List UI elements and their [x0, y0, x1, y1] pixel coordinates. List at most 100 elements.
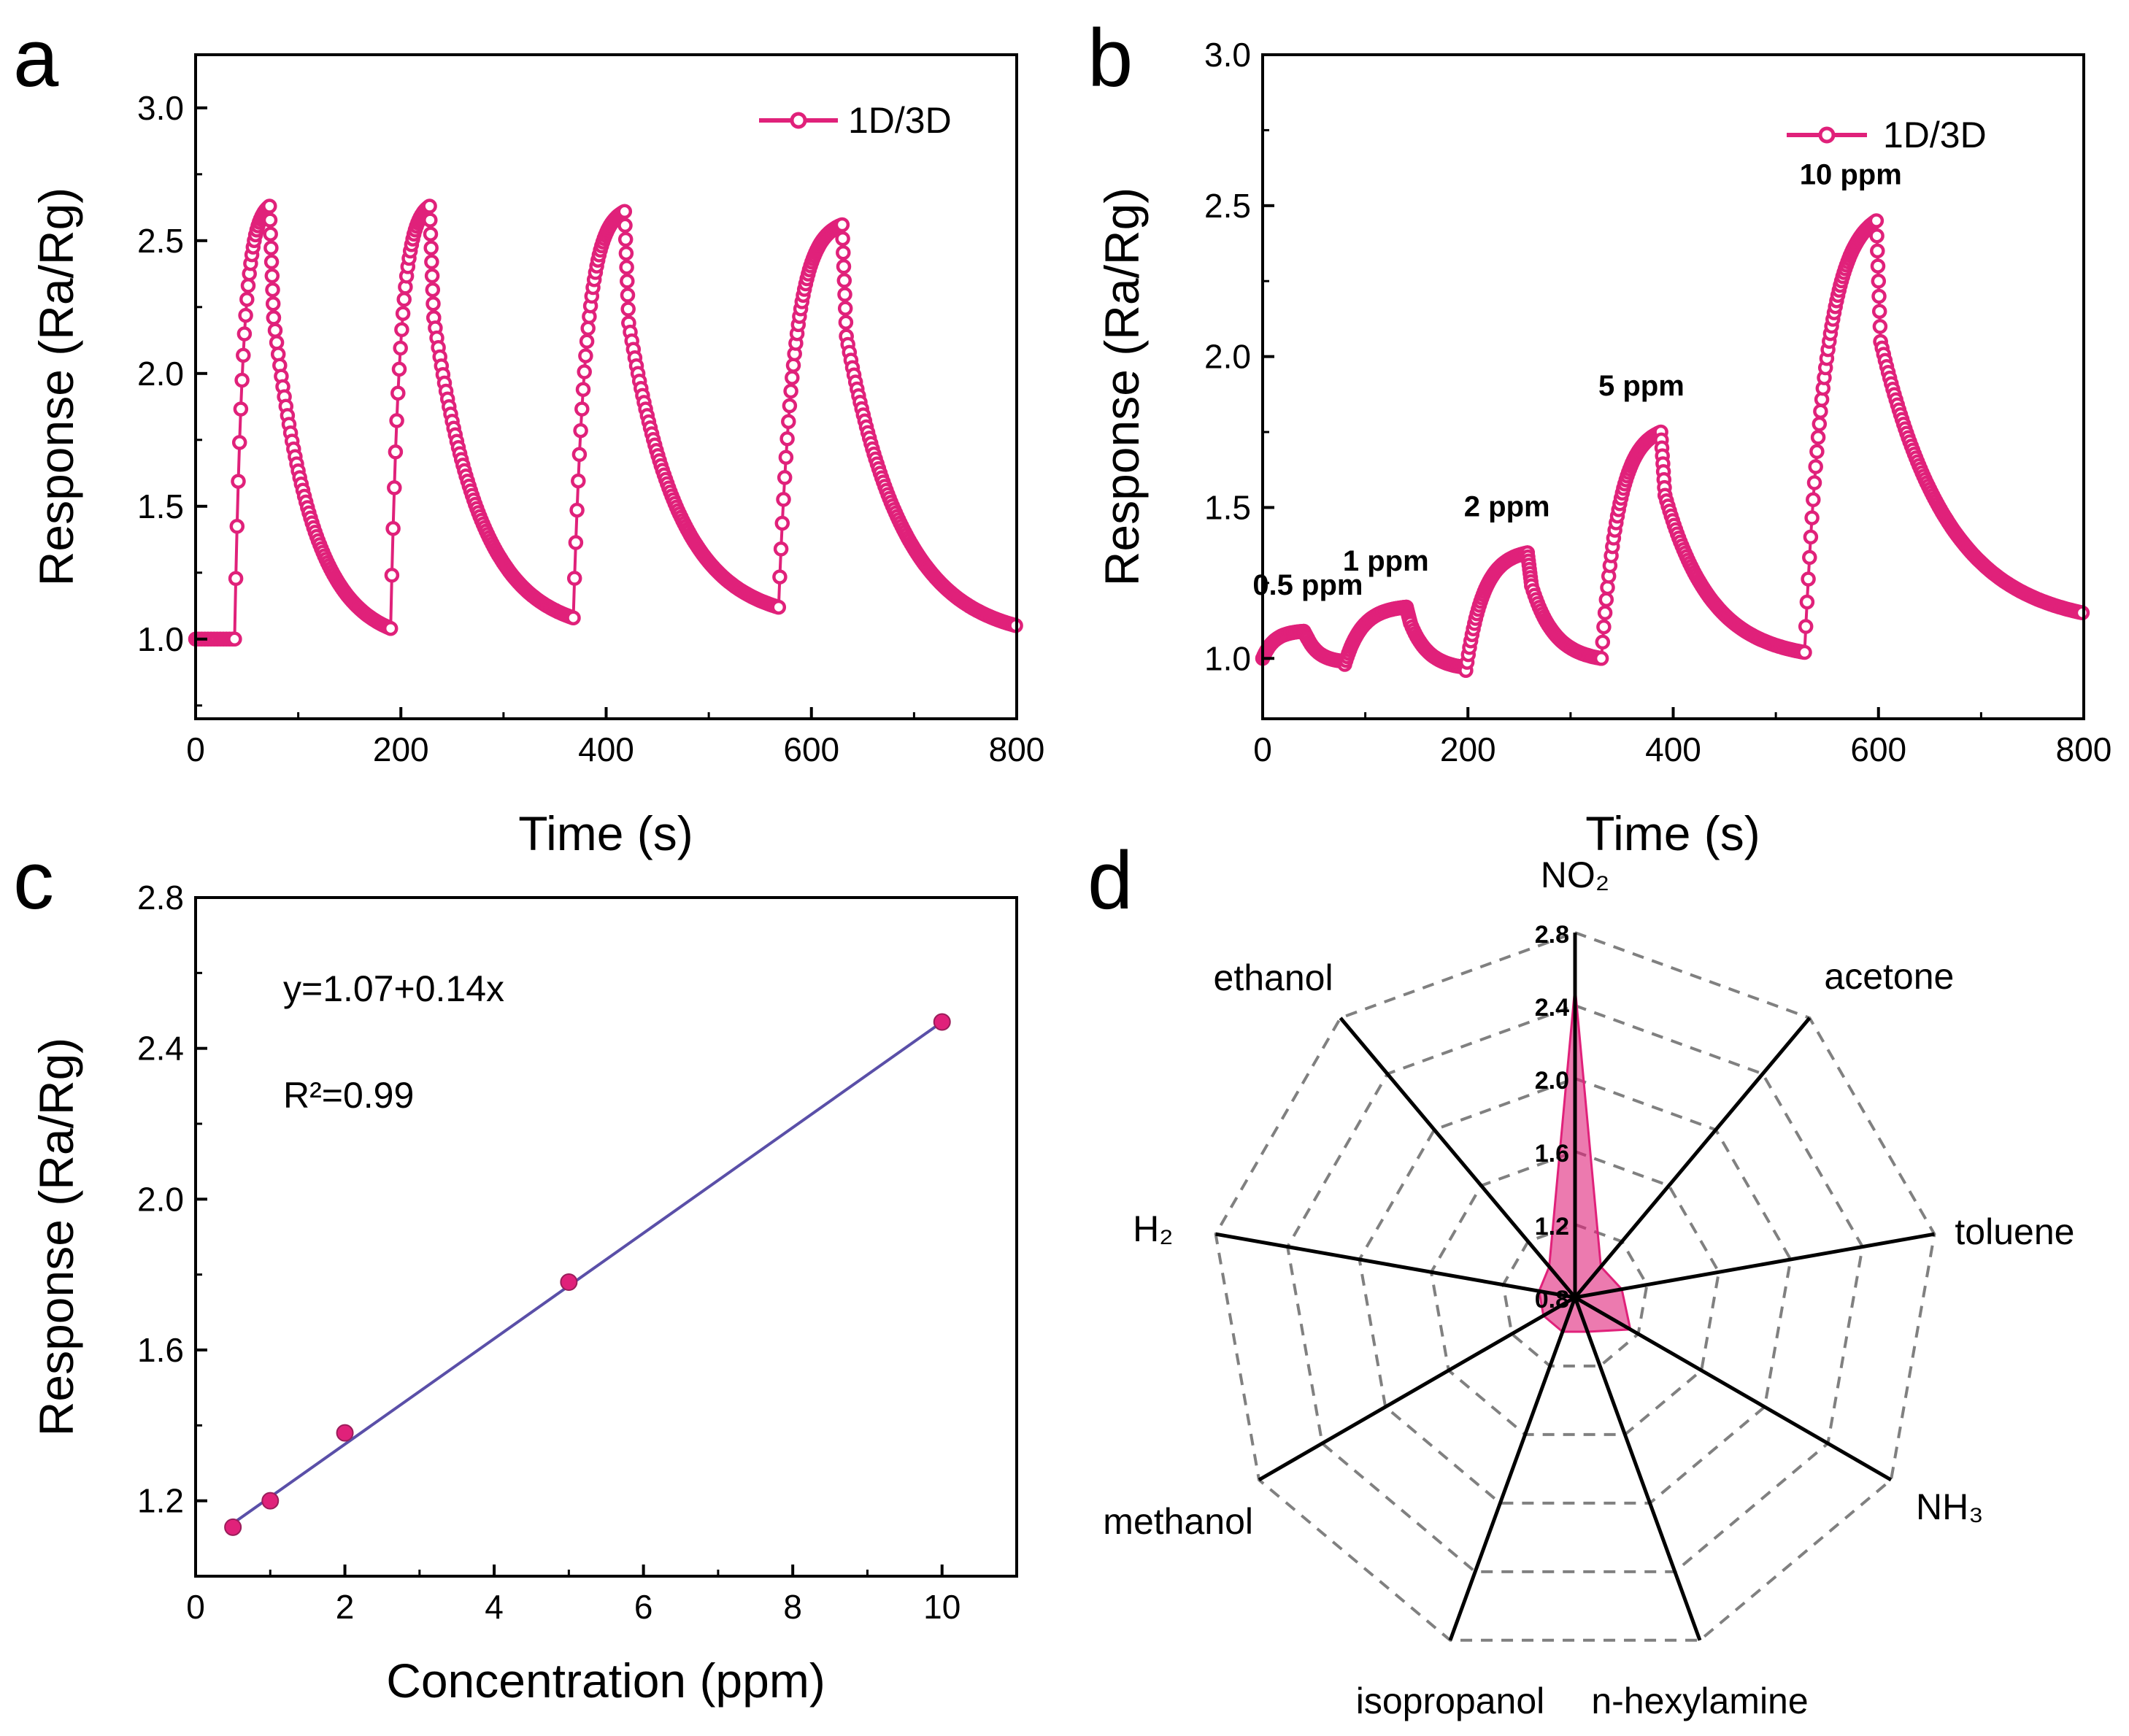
panel-d-data-area [1538, 987, 1632, 1333]
panel-b-series-marker [2074, 605, 2090, 621]
panel-a-series-marker [569, 502, 585, 518]
panel-b-series-marker [1870, 243, 1885, 259]
panel-a-series-marker [231, 474, 246, 489]
panel-a-series-line [196, 203, 1017, 641]
panel-a-series-marker [264, 268, 280, 284]
panel-a-series-marker [568, 535, 584, 550]
panel-d-ring-label: 2.8 [1535, 921, 1569, 949]
panel-b-ylabel: Response (Ra/Rg) [1095, 188, 1149, 587]
panel-b-series-marker [1801, 571, 1816, 587]
panel-a-series-marker [566, 610, 581, 625]
panel-a-series-marker [236, 347, 251, 363]
panel-d-axis-label: NO₂ [1541, 855, 1609, 895]
panel-d-axis-label: H₂ [1133, 1208, 1174, 1249]
panel-c-point [336, 1424, 354, 1442]
panel-a-series-marker [382, 620, 399, 636]
panel-b-xtick-label: 0 [1253, 730, 1272, 768]
panel-a-series [188, 198, 1023, 647]
panel-b-series-marker [1868, 213, 1884, 228]
panel-d-axis-label: NH₃ [1916, 1486, 1984, 1527]
panel-c-point [224, 1518, 242, 1536]
panel-a-series-marker [238, 307, 253, 323]
panel-a-xtick-label: 0 [186, 730, 205, 768]
panel-b-xlabel: Time (s) [1585, 806, 1760, 860]
panel-a-axes: 0 200 400 600 800 1.0 1.5 2.0 2.5 3.0 [137, 89, 1044, 768]
panel-a-series-marker [835, 231, 850, 247]
panel-c-point [560, 1273, 578, 1291]
panel-a-series-marker [385, 521, 401, 536]
panel-a-series-marker [422, 198, 437, 214]
panel-b-series-marker [1871, 288, 1887, 304]
panel-a-series-marker [579, 333, 595, 350]
panel-a-series-marker [620, 274, 635, 289]
panel-b-pulse-label: 5 ppm [1598, 370, 1685, 402]
panel-b-axes: 0 200 400 600 800 1.0 1.5 2.0 2.5 3.0 [1204, 36, 2111, 768]
panel-a-series-marker [836, 273, 852, 288]
panel-a-series-marker [580, 320, 596, 336]
panel-c-xtick-label: 0 [186, 1588, 205, 1626]
panel-a-series-marker [423, 240, 439, 256]
panel-b-ytick-label: 1.5 [1204, 488, 1251, 526]
panel-a-series-marker [837, 287, 852, 302]
panel-b-legend: 1D/3D [1787, 115, 1987, 155]
panel-a-ytick-label: 3.0 [137, 89, 184, 127]
panel-a-series-marker [423, 212, 438, 228]
panel-a-series-marker [266, 310, 282, 325]
panel-b-series-marker [1803, 529, 1819, 545]
panel-d-ring-label: 2.0 [1535, 1067, 1569, 1095]
panel-a-xtick-label: 200 [373, 730, 429, 768]
panel-a-series-marker [384, 568, 400, 583]
panel-a-series-marker [263, 240, 279, 256]
panel-a-series-marker [783, 383, 798, 399]
panel-a-series-marker [834, 217, 850, 233]
panel-c-point [933, 1013, 951, 1031]
panel-d-ring [1501, 1222, 1649, 1367]
panel-b-series [1255, 213, 2090, 679]
panel-a-series-marker [778, 450, 794, 465]
panel-b-ytick-label: 2.5 [1204, 187, 1251, 225]
panel-c-ytick-label: 2.4 [137, 1030, 184, 1068]
panel-a-ytick-label: 1.0 [137, 620, 184, 658]
panel-c-fit-line [231, 1020, 943, 1525]
panel-a-xtick-label: 600 [783, 730, 839, 768]
panel-d-axis-label: toluene [1955, 1211, 2074, 1252]
panel-b-legend-label: 1D/3D [1883, 115, 1987, 155]
panel-a-legend: 1D/3D [759, 100, 952, 141]
panel-a-series-marker [229, 519, 245, 534]
panel-a-xtick-label: 400 [578, 730, 634, 768]
panel-a-series-marker [267, 323, 283, 338]
panel-c-plot-frame [194, 896, 1018, 1578]
panel-a-series-marker [424, 268, 440, 284]
panel-a-ytick-label: 1.5 [137, 487, 184, 525]
panel-b-series-marker [1593, 651, 1609, 666]
panel-a-series-marker [836, 244, 851, 261]
panel-b-series-marker [1809, 444, 1825, 460]
panel-a-series-marker [265, 282, 280, 298]
panel-b-xtick-label: 600 [1850, 730, 1906, 768]
panel-a-series-marker [574, 401, 590, 417]
panel-b-series-marker [1798, 619, 1814, 634]
panel-b-series-marker [1802, 549, 1817, 566]
panel-b-pulse-label: 2 ppm [1464, 491, 1550, 523]
panel-a-series-marker [393, 340, 408, 356]
panel-b-series-marker [1871, 304, 1887, 319]
panel-a-series-marker [617, 204, 633, 220]
panel-a-series-marker [617, 231, 634, 247]
panel-a-series-marker [396, 292, 412, 307]
panel-label-c: c [13, 835, 54, 926]
panel-a-series-marker [836, 259, 852, 274]
panel-a-chart: 0 200 400 600 800 1.0 1.5 2.0 2.5 3.0 Time (s) Re… [29, 53, 1044, 860]
panel-a-series-marker [837, 301, 853, 316]
panel-b-series-marker [1808, 459, 1823, 474]
panel-a-series-marker [387, 480, 402, 495]
panel-d-ring [1214, 930, 1936, 1642]
panel-b-ytick-label: 2.0 [1204, 338, 1251, 376]
panel-a-series-marker [776, 492, 791, 507]
panel-b-series-marker [1595, 634, 1611, 650]
panel-b-ytick-label: 3.0 [1204, 36, 1251, 74]
panel-a-ytick-label: 2.0 [137, 355, 184, 393]
panel-c-xtick-label: 8 [783, 1588, 802, 1626]
panel-a-series-marker [263, 254, 280, 270]
